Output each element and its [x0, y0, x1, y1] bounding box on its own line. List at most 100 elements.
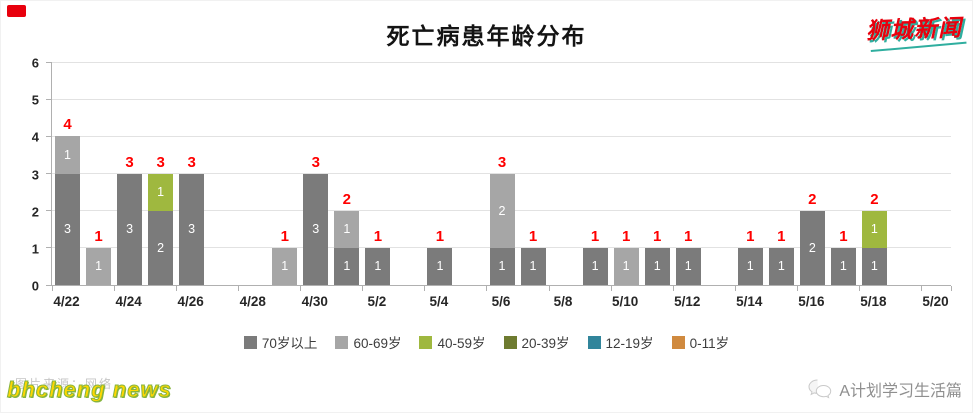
bar-total-label: 2 [342, 190, 351, 208]
y-axis-tick [46, 98, 52, 100]
bar-segment-value: 1 [870, 259, 878, 274]
bar-segment: 1 [365, 247, 391, 285]
legend-label: 20-39岁 [521, 336, 570, 351]
gridline [52, 98, 951, 100]
legend-label: 70岁以上 [261, 336, 318, 351]
bar-total-label: 1 [528, 227, 538, 245]
y-axis-label: 2 [31, 204, 39, 220]
bar-segment: 2 [148, 210, 174, 285]
stacked-bar: 3 [179, 173, 205, 285]
chart-title: 死亡病患年龄分布 [386, 23, 587, 49]
bar-segment: 1 [768, 247, 794, 285]
corner-logo-fragment [7, 5, 26, 17]
bar-total-label: 2 [808, 190, 817, 208]
bar-total-label: 2 [870, 190, 879, 208]
bar-segment: 1 [737, 247, 763, 285]
bar-segment-value: 3 [126, 222, 134, 237]
x-axis-label: 5/12 [674, 294, 701, 309]
bar-segment: 1 [148, 173, 174, 211]
bar-total-label: 1 [373, 227, 383, 245]
legend-label: 40-59岁 [437, 336, 486, 351]
bar-segment: 3 [55, 173, 81, 285]
stacked-bar: 3 [117, 173, 143, 285]
bar-segment-value: 1 [653, 259, 661, 274]
x-axis-tick [424, 286, 426, 291]
x-axis-label: 4/28 [239, 294, 266, 309]
bar-segment-value: 3 [188, 222, 196, 237]
bar-total-label: 1 [684, 227, 693, 245]
bar-segment: 1 [334, 210, 360, 248]
bar-segment: 1 [675, 247, 701, 285]
legend-item: 70岁以上 [243, 332, 318, 352]
legend-swatch [335, 335, 349, 349]
legend-item: 60-69岁 [335, 332, 401, 352]
y-axis-label: 1 [31, 241, 39, 257]
bar-segment: 1 [55, 136, 81, 174]
bar-segment-value: 1 [157, 185, 165, 200]
bar-segment: 1 [861, 247, 887, 285]
y-axis-label: 0 [31, 278, 39, 294]
bar-segment-value: 1 [529, 259, 537, 274]
x-axis-label: 5/6 [491, 294, 511, 309]
x-axis-label: 5/8 [553, 294, 573, 309]
image-source-caption: 图片来源：网络 [15, 377, 114, 391]
y-axis-tick [46, 284, 52, 286]
legend-item: 0-11岁 [671, 332, 730, 352]
bar-segment-value: 1 [777, 259, 785, 274]
stacked-bar: 1 [830, 247, 856, 285]
x-axis-label: 4/22 [53, 294, 80, 309]
bar-total-label: 1 [653, 227, 662, 245]
y-axis-tick [46, 210, 52, 212]
bar-total-label: 1 [746, 227, 755, 245]
bar-total-label: 1 [590, 227, 600, 245]
legend-item: 12-19岁 [587, 332, 654, 352]
bar-segment-value: 3 [64, 222, 71, 237]
y-axis-tick [46, 247, 52, 249]
bar-total-label: 1 [621, 227, 631, 245]
bar-segment: 2 [799, 210, 825, 285]
stacked-bar: 2 [799, 210, 825, 285]
legend-label: 0-11岁 [689, 336, 730, 351]
bar-total-label: 1 [280, 227, 289, 245]
bar-segment: 1 [613, 247, 639, 285]
bar-total-label: 4 [63, 116, 72, 134]
bar-segment-value: 2 [157, 240, 165, 255]
bar-segment: 1 [644, 247, 670, 285]
x-axis: 4/22 4/24 4/26 4/28 4/30 5/2 5/4 5/6 5/8 5/10 5/12… [51, 294, 951, 312]
stacked-bar: 1 [520, 247, 546, 285]
gridline [52, 135, 951, 137]
bar-segment-value: 1 [281, 259, 289, 274]
bar-segment-value: 1 [746, 259, 754, 274]
bar-segment: 1 [334, 247, 360, 285]
bar-segment: 1 [86, 247, 112, 285]
x-axis-tick [486, 286, 488, 291]
x-axis-tick [672, 286, 674, 291]
x-axis-label: 5/2 [367, 294, 387, 309]
bar-total-label: 3 [125, 153, 134, 171]
bar-segment-value: 1 [374, 259, 382, 274]
bar-segment-value: 1 [436, 259, 444, 274]
x-axis-label: 5/10 [611, 294, 639, 309]
y-axis-tick [46, 61, 52, 63]
y-axis-label: 5 [31, 92, 39, 108]
bar-total-label: 1 [94, 227, 103, 245]
x-axis-label: 5/18 [860, 294, 887, 309]
y-axis: 0 1 2 3 4 5 6 [5, 56, 45, 294]
y-axis-label: 3 [31, 167, 39, 182]
bar-segment-value: 2 [498, 203, 506, 218]
x-axis-tick [734, 286, 736, 291]
x-axis-tick [920, 286, 922, 291]
y-axis-tick [46, 173, 52, 174]
y-axis-tick [46, 135, 52, 137]
x-axis-label: 5/4 [429, 294, 449, 309]
x-axis-tick [951, 286, 952, 291]
x-axis-label: 4/26 [177, 294, 204, 309]
bar-segment-value: 1 [870, 222, 878, 237]
bar-segment-value: 1 [64, 147, 71, 162]
bar-segment: 1 [427, 247, 453, 285]
bar-total-label: 1 [435, 227, 445, 245]
